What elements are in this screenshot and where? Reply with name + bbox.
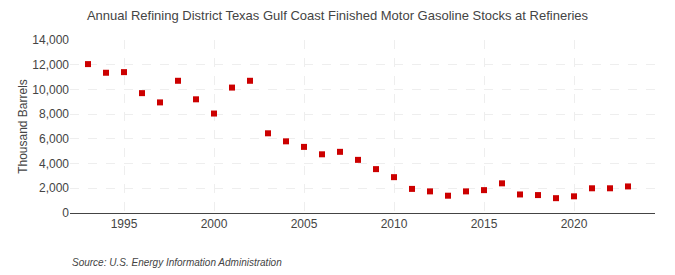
svg-text:2,000: 2,000 [39,181,69,195]
svg-text:2020: 2020 [561,217,588,231]
svg-text:8,000: 8,000 [39,107,69,121]
svg-text:2005: 2005 [291,217,318,231]
svg-text:Thousand Barrels: Thousand Barrels [16,79,30,174]
svg-text:10,000: 10,000 [32,83,69,97]
svg-text:1995: 1995 [111,217,138,231]
svg-text:12,000: 12,000 [32,58,69,72]
svg-text:0: 0 [62,206,69,220]
svg-text:2015: 2015 [471,217,498,231]
svg-text:6,000: 6,000 [39,132,69,146]
svg-text:2000: 2000 [201,217,228,231]
svg-text:4,000: 4,000 [39,157,69,171]
svg-text:Source: U.S. Energy Informatio: Source: U.S. Energy Information Administ… [72,257,282,268]
svg-text:Annual Refining District Texas: Annual Refining District Texas Gulf Coas… [87,8,589,23]
svg-text:2010: 2010 [381,217,408,231]
svg-text:14,000: 14,000 [32,33,69,47]
